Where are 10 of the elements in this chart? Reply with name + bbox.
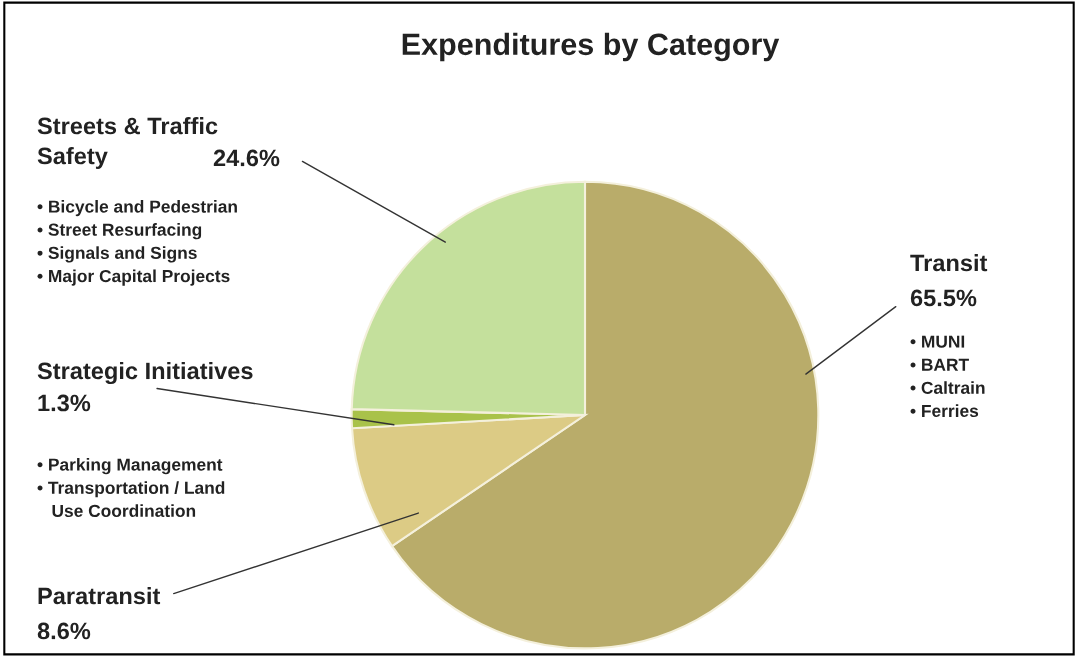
- chart-title: Expenditures by Category: [402, 32, 780, 62]
- data-label: 65.5%: [910, 289, 977, 307]
- slice-label: Strategic Initiatives: [37, 361, 253, 385]
- slice-label: Transit: [910, 253, 988, 272]
- data-label: 8.6%: [37, 622, 91, 640]
- slice-label: Paratransit: [38, 586, 161, 605]
- data-label: 1.3%: [38, 394, 91, 412]
- text: • Bicycle and Pedestrian • Street Resurfacing • Signals and Signs • Major Capital Projects: [37, 200, 237, 286]
- text: • Parking Management • Transportation / Land Use Coordination: [37, 458, 225, 518]
- text: • MUNI • BART • Caltrain • Ferries: [910, 335, 985, 418]
